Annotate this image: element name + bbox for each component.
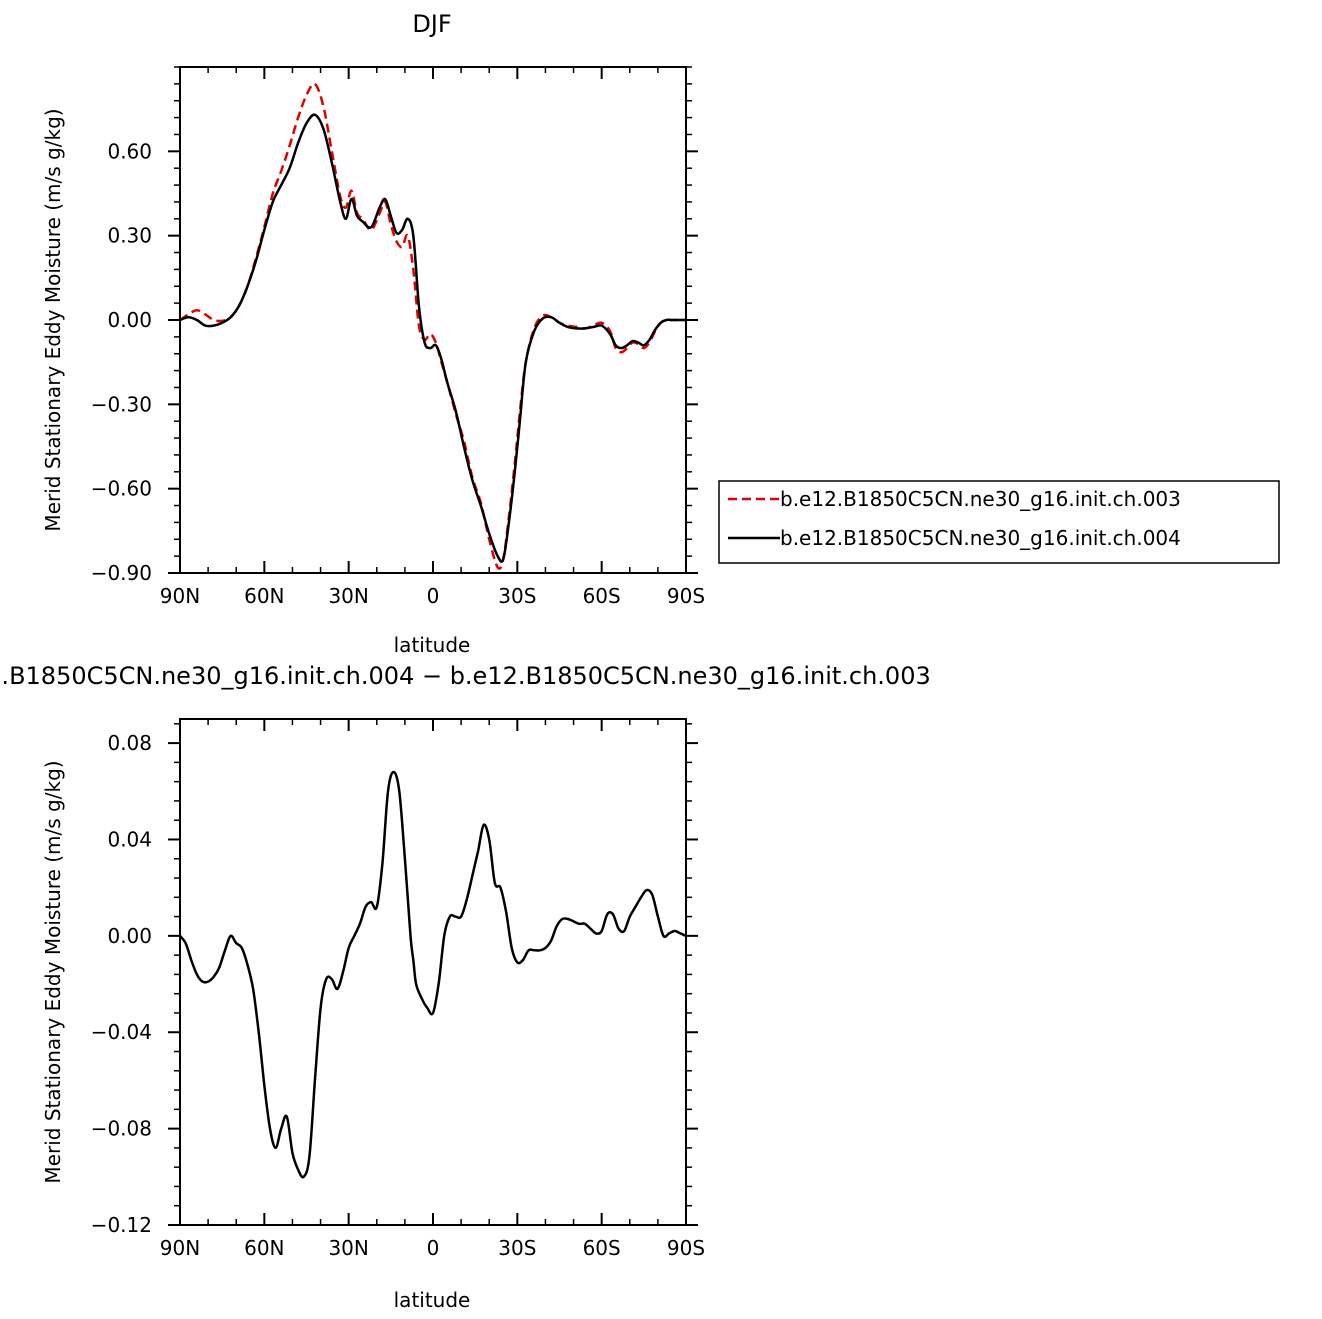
bottom-plot-xlabel: latitude xyxy=(394,1288,471,1312)
top-plot: DJF 90N 60N 30N 0 30S 60S 90S 0.60 0.30 0.00 −0.30… xyxy=(41,10,705,657)
top-y-tick-label: 0.30 xyxy=(107,224,152,248)
top-y-tick-label: −0.60 xyxy=(91,477,152,501)
bottom-plot: b.e12.B1850C5CN.ne30_g16.init.ch.004 − b… xyxy=(0,662,931,1312)
legend-label-003: b.e12.B1850C5CN.ne30_g16.init.ch.003 xyxy=(780,487,1181,511)
bottom-plot-frame xyxy=(179,718,687,1226)
bottom-y-tick-label: 0.08 xyxy=(107,731,152,755)
top-y-tick-label: −0.30 xyxy=(91,392,152,416)
top-x-tick-label: 30N xyxy=(328,584,368,608)
top-x-tick-label: 60S xyxy=(583,584,621,608)
bottom-plot-title: b.e12.B1850C5CN.ne30_g16.init.ch.004 − b… xyxy=(0,662,931,690)
top-y-tick-label: 0.00 xyxy=(107,308,152,332)
bottom-plot-ylabel: Merid Stationary Eddy Moisture (m/s g/kg… xyxy=(41,760,65,1183)
bottom-y-tick-label: −0.08 xyxy=(91,1117,152,1141)
top-y-tick-label: −0.90 xyxy=(91,561,152,585)
bottom-y-tick-label: 0.04 xyxy=(107,827,152,851)
bottom-x-tick-label: 90N xyxy=(160,1236,200,1260)
top-plot-xlabel: latitude xyxy=(394,633,471,657)
top-x-tick-label: 60N xyxy=(244,584,284,608)
bottom-y-tick-label: −0.12 xyxy=(91,1213,152,1237)
bottom-x-tick-label: 90S xyxy=(667,1236,705,1260)
bottom-x-tick-label: 60S xyxy=(583,1236,621,1260)
top-x-tick-label: 90N xyxy=(160,584,200,608)
bottom-x-tick-label: 30N xyxy=(328,1236,368,1260)
legend: b.e12.B1850C5CN.ne30_g16.init.ch.003 b.e… xyxy=(718,480,1280,564)
top-y-tick-label: 0.60 xyxy=(107,139,152,163)
top-series-line-0 xyxy=(179,82,686,570)
legend-box xyxy=(718,480,1280,564)
bottom-series-line-0 xyxy=(179,770,687,1179)
top-plot-title: DJF xyxy=(412,10,451,38)
top-x-tick-label: 90S xyxy=(667,584,705,608)
legend-label-004: b.e12.B1850C5CN.ne30_g16.init.ch.004 xyxy=(780,526,1181,550)
top-series-line-1 xyxy=(179,113,686,563)
top-x-tick-label: 0 xyxy=(427,584,440,608)
top-x-tick-label: 30S xyxy=(498,584,536,608)
top-plot-frame xyxy=(179,66,687,574)
bottom-x-tick-label: 0 xyxy=(427,1236,440,1260)
top-plot-ylabel: Merid Stationary Eddy Moisture (m/s g/kg… xyxy=(41,108,65,531)
bottom-x-tick-label: 60N xyxy=(244,1236,284,1260)
bottom-x-tick-label: 30S xyxy=(498,1236,536,1260)
bottom-y-tick-label: −0.04 xyxy=(91,1020,152,1044)
bottom-y-tick-label: 0.00 xyxy=(107,924,152,948)
